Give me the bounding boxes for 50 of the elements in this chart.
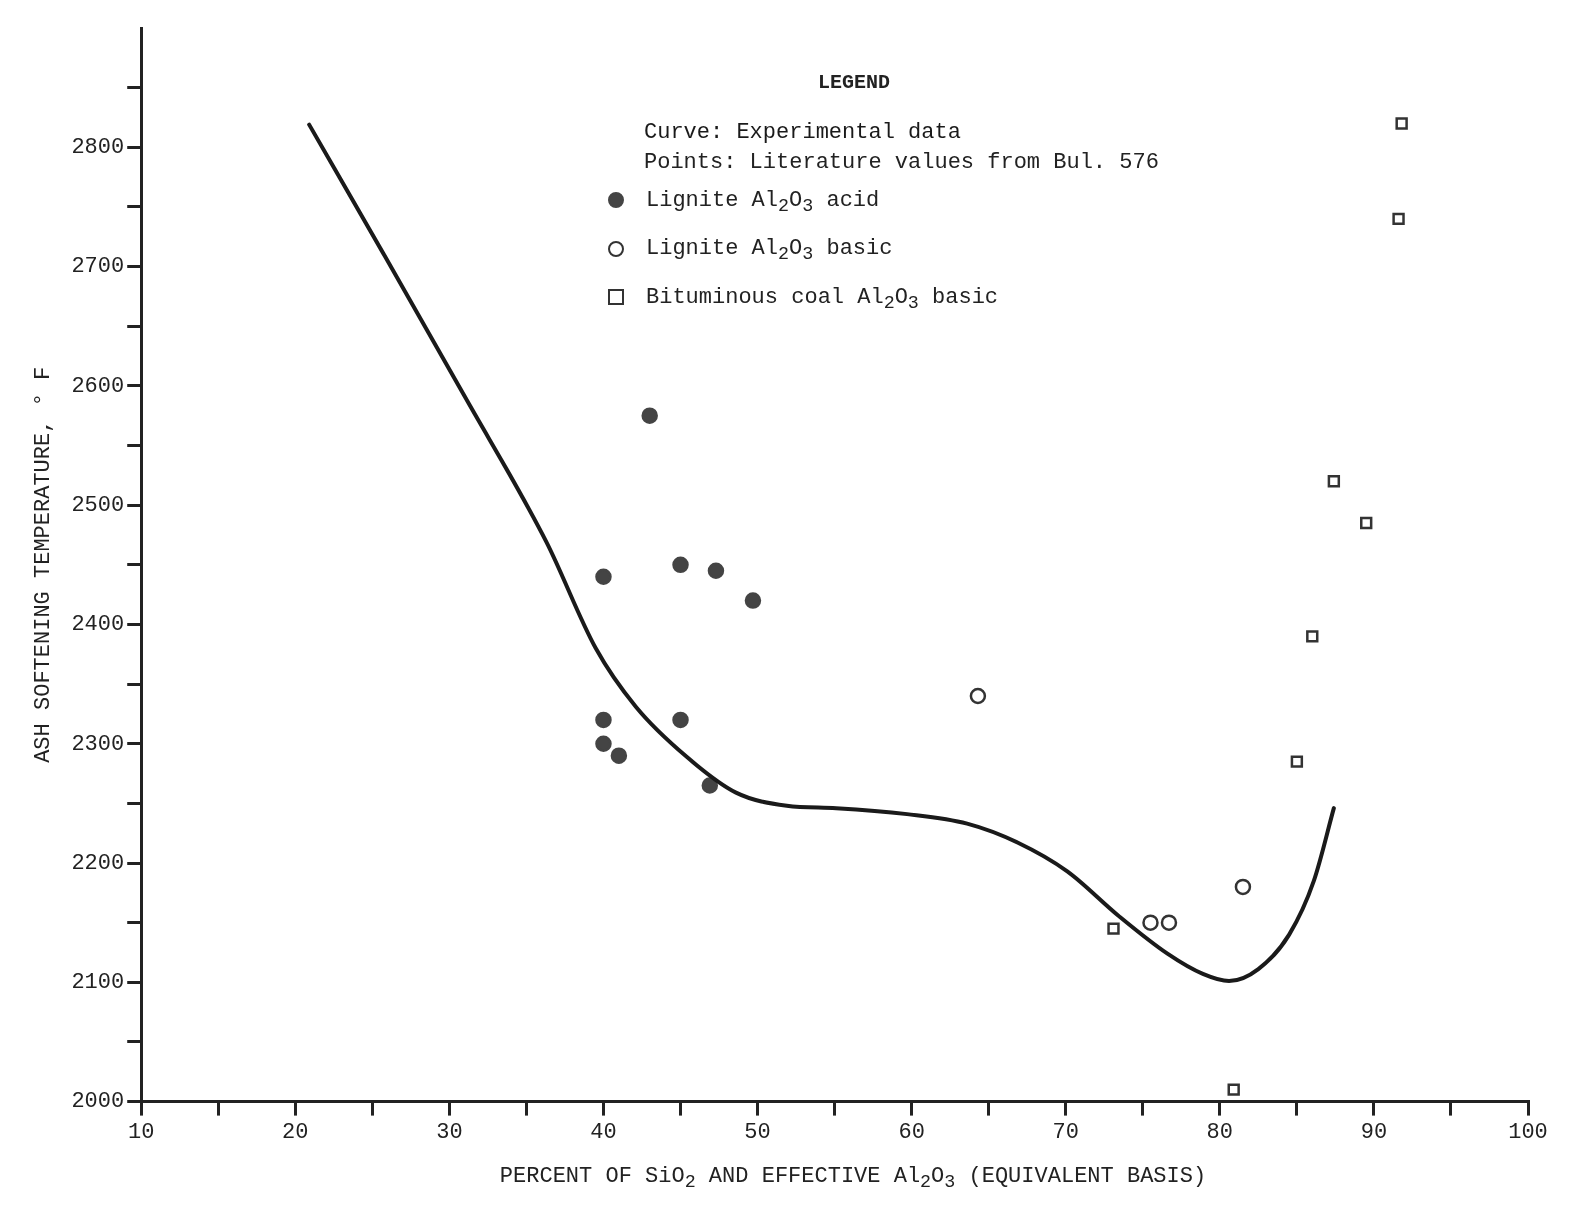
annotation: Points: Literature values from Bul. 576 xyxy=(644,149,1159,177)
x-tick-label: 50 xyxy=(744,1119,771,1145)
y-tick-label: 2600 xyxy=(71,373,125,399)
point xyxy=(1227,1083,1240,1096)
point xyxy=(1392,212,1405,226)
y-axis-title: ASH SOFTENING TEMPERATURE, ° F xyxy=(31,366,57,763)
legend-label: Lignite Al$_{2}$O$_{3}$ acid xyxy=(646,188,880,218)
point xyxy=(1327,475,1341,488)
point xyxy=(595,568,612,585)
y-tick-label: 2100 xyxy=(71,970,125,996)
x-tick-label: 80 xyxy=(1206,1119,1234,1145)
y-tick-label: 2500 xyxy=(71,492,125,518)
point xyxy=(1160,914,1178,931)
x-tick-label: 100 xyxy=(1508,1119,1548,1145)
x-tick-label: 60 xyxy=(898,1119,925,1145)
x-axis-title: PERCENT OF SiO$_{2}$ AND EFFECTIVE Al$_{2}$O$_{3}$ (EQUIVALENT BASIS) xyxy=(498,1163,1208,1196)
point xyxy=(595,711,612,729)
point xyxy=(1306,630,1319,643)
point xyxy=(610,747,628,764)
point xyxy=(1142,914,1159,931)
legend-label: Lignite Al$_{2}$O$_{3}$ basic xyxy=(646,236,893,266)
point xyxy=(595,735,612,752)
point xyxy=(744,592,762,609)
x-tick-label: 40 xyxy=(590,1119,617,1145)
point xyxy=(1395,117,1408,130)
line-series xyxy=(307,122,1336,984)
y-tick-label: 2400 xyxy=(71,612,125,638)
y-tick-label: 2700 xyxy=(71,254,125,280)
x-tick-label: 20 xyxy=(282,1119,309,1145)
point xyxy=(1360,516,1373,530)
x-tick-label: 30 xyxy=(436,1119,463,1145)
x-tick-label: 70 xyxy=(1052,1119,1079,1145)
point xyxy=(672,556,689,574)
y-tick-label: 2800 xyxy=(71,135,125,161)
text: Curve: Experimental data xyxy=(644,119,962,147)
legend-title: LEGEND xyxy=(818,70,891,96)
x-tick-label: 10 xyxy=(128,1119,155,1145)
point xyxy=(672,711,689,729)
y-tick-label: 2200 xyxy=(71,850,125,876)
point xyxy=(641,407,658,424)
y-tick-label: 2300 xyxy=(71,731,125,757)
legend-label: Bituminous coal Al$_{2}$O$_{3}$ basic xyxy=(646,284,999,315)
point xyxy=(1234,878,1252,896)
point xyxy=(969,687,987,705)
point xyxy=(707,562,725,580)
point xyxy=(701,777,719,794)
x-tick-label: 90 xyxy=(1360,1119,1388,1145)
point xyxy=(1290,755,1304,768)
y-tick-label: 2000 xyxy=(71,1089,125,1115)
point xyxy=(1107,922,1120,935)
